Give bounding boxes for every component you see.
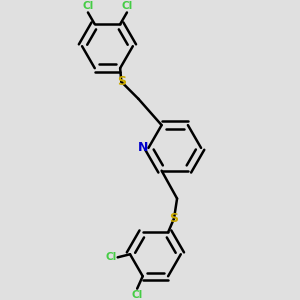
Text: Cl: Cl [105,252,116,262]
Text: S: S [169,212,178,225]
Text: Cl: Cl [82,1,94,11]
Text: Cl: Cl [121,1,133,11]
Text: S: S [117,75,126,88]
Text: Cl: Cl [131,290,143,300]
Text: N: N [138,141,148,154]
